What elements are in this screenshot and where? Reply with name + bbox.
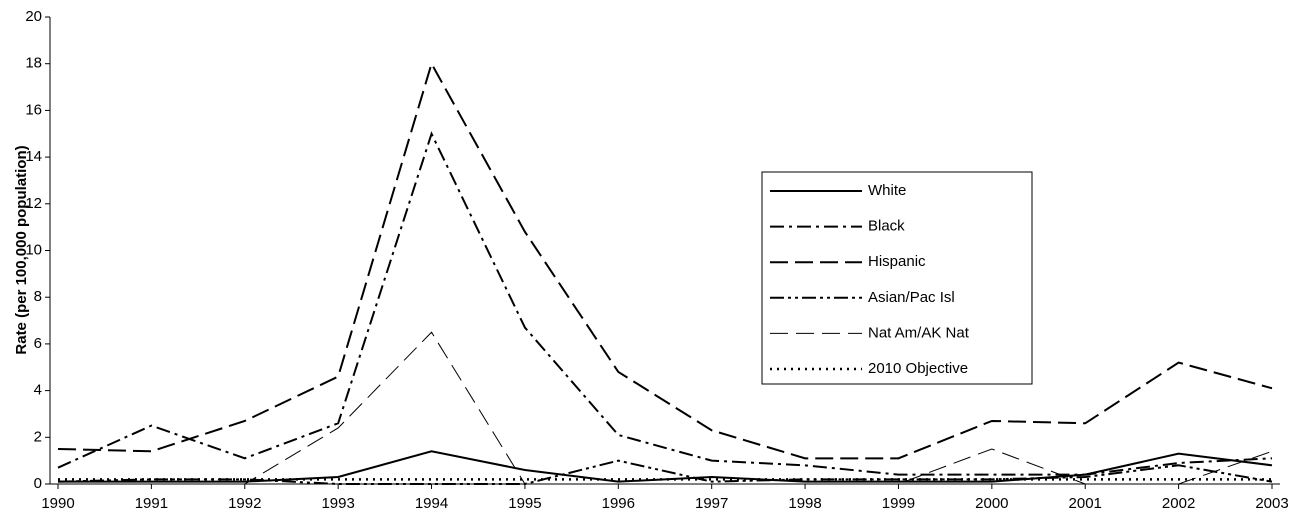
- x-tick-label: 1991: [135, 495, 168, 512]
- legend-label: 2010 Objective: [868, 360, 968, 377]
- x-tick-label: 1993: [321, 495, 354, 512]
- legend-box: [761, 171, 1033, 385]
- series-line: [57, 459, 1273, 485]
- x-tick-label: 1998: [788, 495, 821, 512]
- y-tick-label: 2: [34, 428, 42, 445]
- x-tick-label: 1997: [695, 495, 728, 512]
- x-tick-label: 1995: [508, 495, 541, 512]
- y-tick-label: 14: [25, 148, 42, 165]
- y-tick-label: 0: [34, 475, 42, 492]
- x-tick-label: 2001: [1069, 495, 1102, 512]
- series-line: [57, 131, 1273, 476]
- series-line: [57, 61, 1273, 460]
- legend-label: Nat Am/AK Nat: [868, 324, 970, 341]
- x-tick-label: 2002: [1162, 495, 1195, 512]
- x-tick-label: 1990: [41, 495, 74, 512]
- x-tick-label: 2003: [1255, 495, 1288, 512]
- legend-label: Asian/Pac Isl: [868, 289, 955, 306]
- y-tick-label: 4: [34, 382, 42, 399]
- y-tick-label: 20: [25, 8, 42, 25]
- y-axis-label: Rate (per 100,000 population): [13, 145, 30, 354]
- x-tick-label: 2000: [975, 495, 1008, 512]
- x-tick-label: 1996: [602, 495, 635, 512]
- x-tick-label: 1994: [415, 495, 448, 512]
- x-tick-label: 1999: [882, 495, 915, 512]
- y-tick-label: 16: [25, 101, 42, 118]
- x-tick-label: 1992: [228, 495, 261, 512]
- series-line: [58, 331, 1273, 485]
- legend-label: Hispanic: [868, 253, 926, 270]
- y-tick-label: 12: [25, 195, 42, 212]
- legend-label: Black: [868, 218, 905, 235]
- y-tick-label: 10: [25, 241, 42, 258]
- y-tick-label: 8: [34, 288, 42, 305]
- y-tick-label: 18: [25, 55, 42, 72]
- legend-label: White: [868, 182, 906, 199]
- y-tick-label: 6: [34, 335, 42, 352]
